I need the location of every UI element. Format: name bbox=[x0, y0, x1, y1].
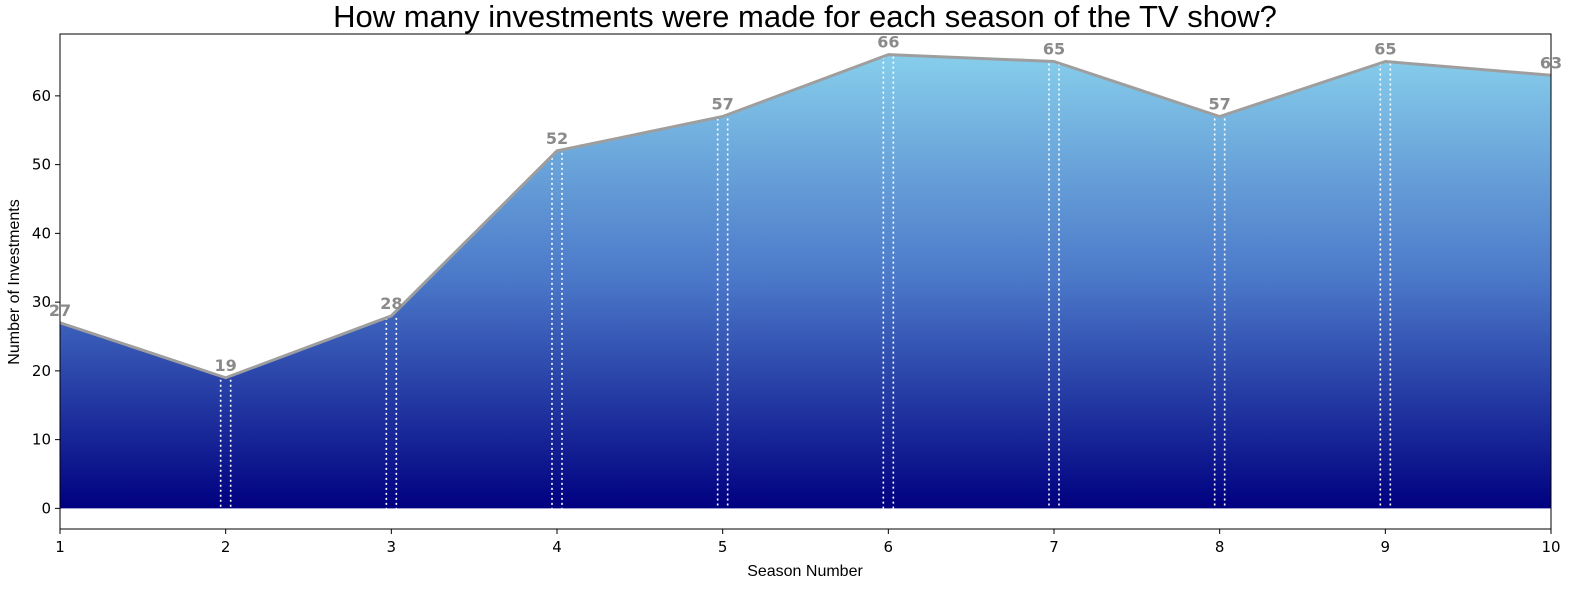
data-label-season-2: 19 bbox=[215, 356, 237, 375]
x-axis: 1 2 3 4 5 6 7 8 9 10 bbox=[55, 529, 1561, 556]
y-axis: 0 10 20 30 40 50 60 bbox=[32, 87, 60, 517]
data-label-season-4: 52 bbox=[546, 129, 568, 148]
x-tick-label-6: 6 bbox=[884, 538, 894, 556]
x-tick-label-7: 7 bbox=[1049, 538, 1059, 556]
x-axis-label: Season Number bbox=[747, 563, 863, 580]
plot-frame bbox=[59, 33, 1552, 530]
x-tick-label-1: 1 bbox=[55, 538, 65, 556]
y-tick-label-60: 60 bbox=[32, 87, 51, 105]
data-label-season-9: 65 bbox=[1374, 40, 1396, 59]
data-label-season-8: 57 bbox=[1209, 95, 1231, 114]
x-tick-label-9: 9 bbox=[1381, 538, 1391, 556]
x-tick-label-8: 8 bbox=[1215, 538, 1225, 556]
data-label-season-6: 66 bbox=[877, 33, 899, 52]
y-tick-label-40: 40 bbox=[32, 224, 51, 242]
plot-area bbox=[60, 53, 1551, 509]
data-label-season-10: 63 bbox=[1540, 53, 1562, 72]
series-line bbox=[60, 53, 1551, 380]
x-tick-label-4: 4 bbox=[552, 538, 562, 556]
y-tick-label-20: 20 bbox=[32, 362, 51, 380]
data-label-season-5: 57 bbox=[712, 95, 734, 114]
x-tick-label-2: 2 bbox=[221, 538, 231, 556]
x-tick-label-5: 5 bbox=[718, 538, 728, 556]
x-tick-label-3: 3 bbox=[387, 538, 397, 556]
y-tick-label-0: 0 bbox=[41, 499, 51, 517]
data-label-season-3: 28 bbox=[380, 294, 402, 313]
y-axis-label: Number of Investments bbox=[6, 199, 23, 364]
y-tick-label-30: 30 bbox=[32, 293, 51, 311]
area-fill bbox=[60, 54, 1551, 509]
chart-title: How many investments were made for each … bbox=[333, 0, 1277, 34]
data-label-season-7: 65 bbox=[1043, 40, 1065, 59]
data-label-season-1: 27 bbox=[49, 301, 71, 320]
y-tick-label-50: 50 bbox=[32, 156, 51, 174]
y-tick-label-10: 10 bbox=[32, 431, 51, 449]
x-tick-label-10: 10 bbox=[1541, 538, 1560, 556]
